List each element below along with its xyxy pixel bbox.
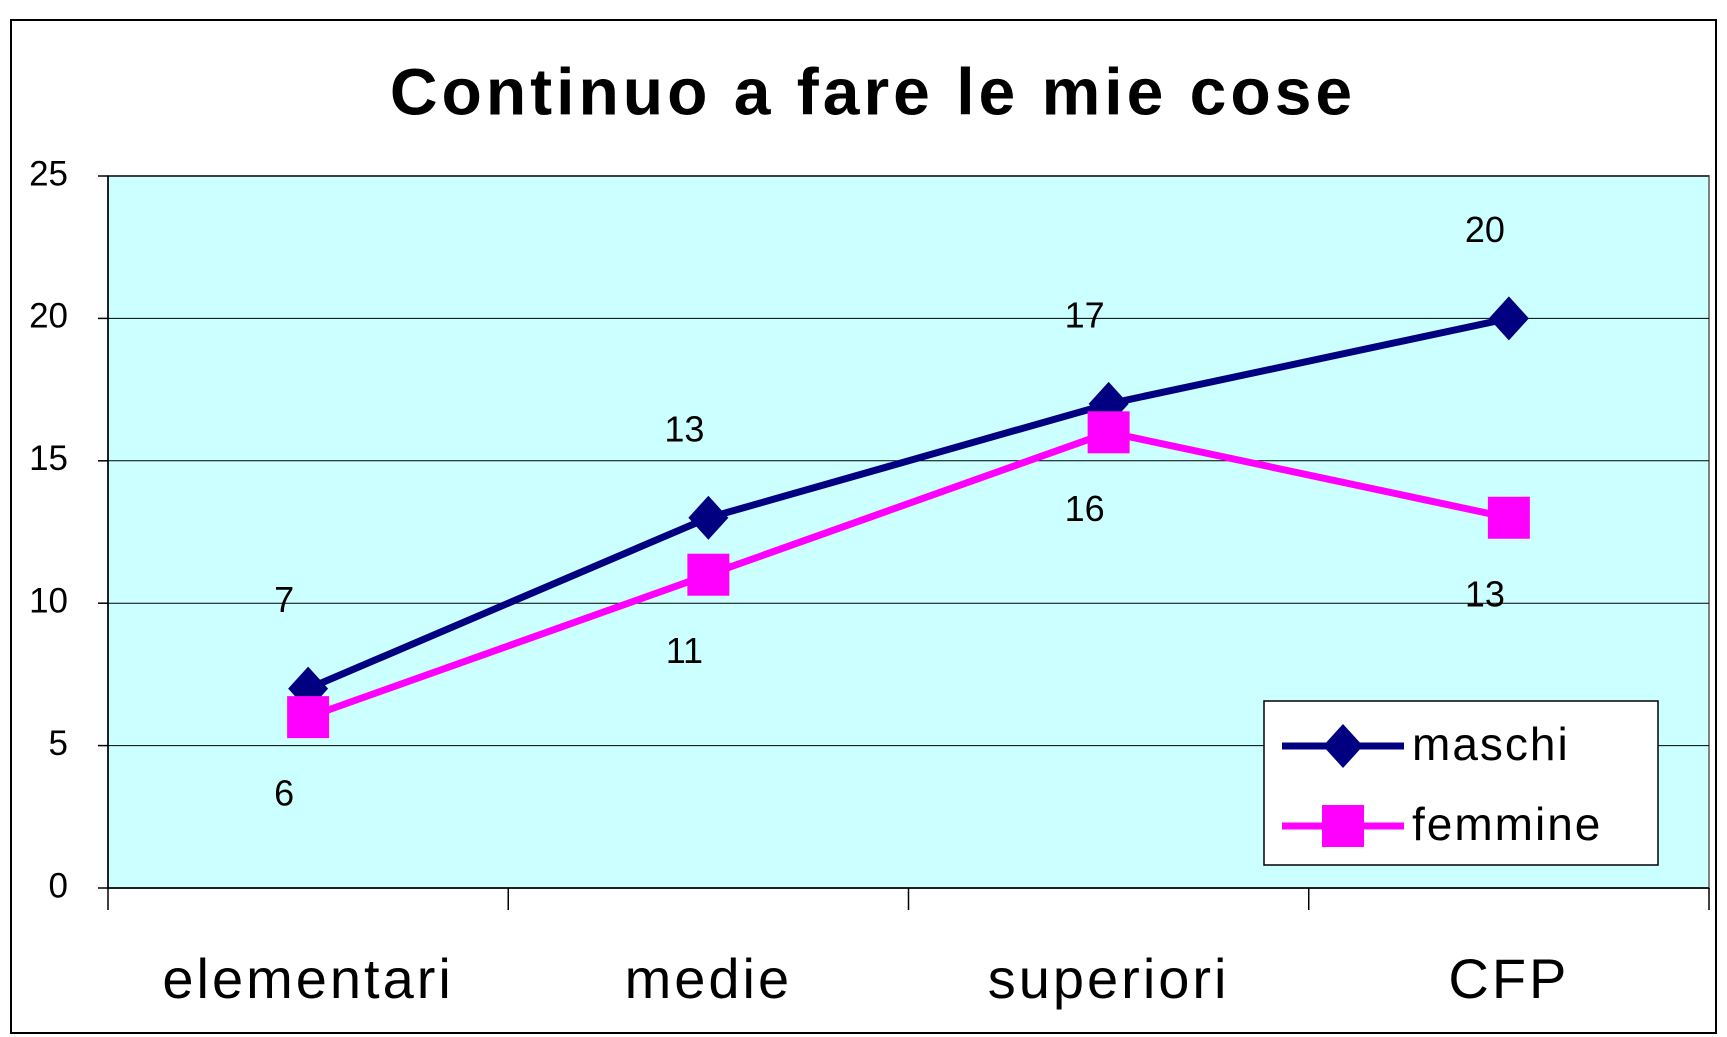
y-tick-label: 5 (49, 724, 68, 763)
series-marker (287, 696, 330, 739)
x-tick-label: superiori (988, 947, 1230, 1010)
series-marker (688, 495, 729, 540)
x-tick-label: CFP (1448, 947, 1569, 1010)
data-label: 7 (274, 579, 294, 620)
series-marker (1488, 296, 1529, 341)
series-marker (1487, 496, 1530, 539)
data-label: 20 (1465, 209, 1505, 250)
y-tick-label: 10 (29, 581, 68, 620)
y-tick-label: 20 (29, 297, 68, 336)
series-line (306, 314, 1510, 692)
data-label: 13 (664, 408, 704, 449)
data-label: 11 (666, 630, 703, 671)
legend-label: femmine (1412, 798, 1602, 850)
legend-marker (1323, 724, 1363, 768)
data-label: 17 (1065, 294, 1105, 335)
series-marker (687, 553, 730, 596)
series-line (306, 428, 1510, 721)
legend-marker (1322, 805, 1364, 847)
x-tick-label: medie (625, 947, 793, 1010)
series-marker (1087, 411, 1130, 454)
y-tick-label: 25 (29, 154, 68, 193)
data-label: 6 (274, 773, 294, 814)
data-label: 16 (1065, 488, 1105, 529)
chart-title: Continuo a fare le mie cose (390, 54, 1356, 128)
data-label: 13 (1465, 573, 1505, 614)
y-tick-label: 15 (29, 439, 68, 478)
x-tick-label: elementari (162, 947, 453, 1010)
legend-label: maschi (1412, 718, 1570, 770)
y-tick-label: 0 (49, 866, 68, 905)
